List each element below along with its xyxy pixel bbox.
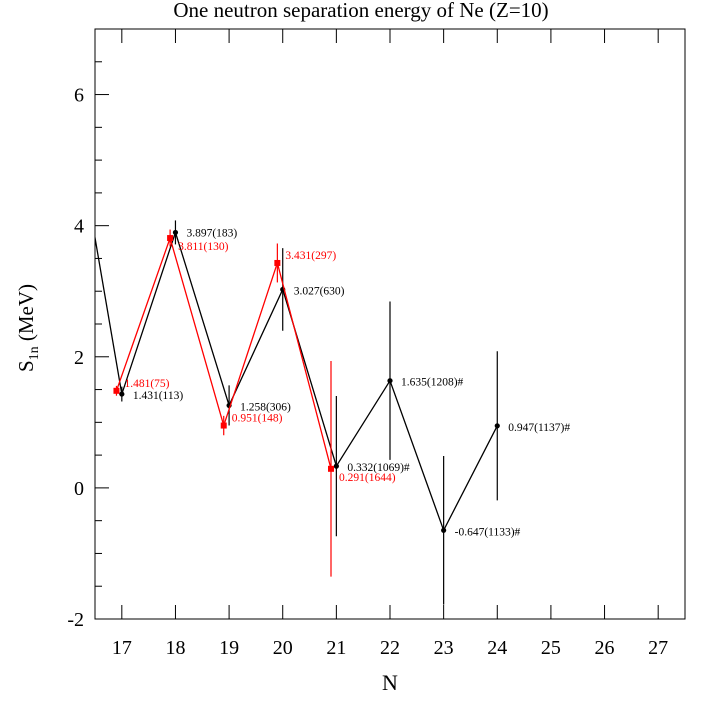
- data-label: 3.811(130): [178, 241, 229, 253]
- data-point: [66, 79, 71, 84]
- data-point: [274, 259, 281, 266]
- x-tick-label: 26: [595, 637, 615, 659]
- y-tick-label: 4: [74, 216, 84, 238]
- y-tick-label: 0: [74, 478, 84, 500]
- data-label: 1.258(306): [240, 401, 291, 413]
- data-point: [494, 423, 500, 429]
- y-axis-label: S1n (MeV): [14, 284, 42, 372]
- data-point: [328, 465, 334, 472]
- y-tick-label: -2: [67, 609, 84, 631]
- x-tick-label: 17: [112, 637, 132, 659]
- data-label: 0.947(1137)#: [508, 422, 570, 434]
- data-label: 1.481(75): [124, 378, 169, 390]
- data-label: 3.027(630): [294, 285, 345, 297]
- x-tick-label: 23: [434, 637, 454, 659]
- data-label: -0.647(1133)#: [455, 526, 521, 538]
- x-tick-label: 24: [487, 637, 507, 659]
- data-label: 3.897(183): [186, 227, 237, 239]
- data-label: 0.951(148): [232, 413, 283, 425]
- y-tick-label: 6: [74, 85, 84, 107]
- x-axis-label: N: [382, 670, 398, 695]
- x-tick-label: 25: [541, 637, 561, 659]
- series-layer: [66, 79, 500, 605]
- chart-title: One neutron separation energy of Ne (Z=1…: [173, 0, 548, 22]
- data-point: [113, 387, 120, 394]
- x-tick-label: 27: [648, 637, 668, 659]
- data-point: [387, 378, 393, 384]
- data-label: 0.332(1069)#: [347, 462, 410, 474]
- data-point: [172, 229, 179, 236]
- data-point: [119, 391, 125, 397]
- x-tick-label: 22: [380, 637, 400, 659]
- x-tick-label: 20: [273, 637, 293, 659]
- y-axis-label-unit: (MeV): [14, 284, 38, 346]
- data-label-layer: 1.431(113) 3.897(183) 1.258(306) 3.027(630)…: [124, 227, 570, 538]
- data-point: [220, 422, 227, 429]
- data-label: 0.291(1644): [339, 472, 396, 484]
- x-tick-label: 18: [165, 637, 185, 659]
- y-tick-label: 2: [74, 347, 84, 369]
- data-label: 1.431(113): [133, 390, 184, 402]
- data-point: [167, 235, 174, 242]
- y-axis-label-main: S: [14, 360, 38, 372]
- data-label: 3.431(297): [285, 250, 336, 262]
- x-tick-label: 19: [219, 637, 239, 659]
- x-tick-label: 21: [326, 637, 346, 659]
- data-label: 1.635(1208)#: [401, 377, 464, 389]
- data-point: [333, 463, 339, 469]
- y-axis-label-sub: 1n: [27, 346, 42, 360]
- data-point: [441, 527, 447, 533]
